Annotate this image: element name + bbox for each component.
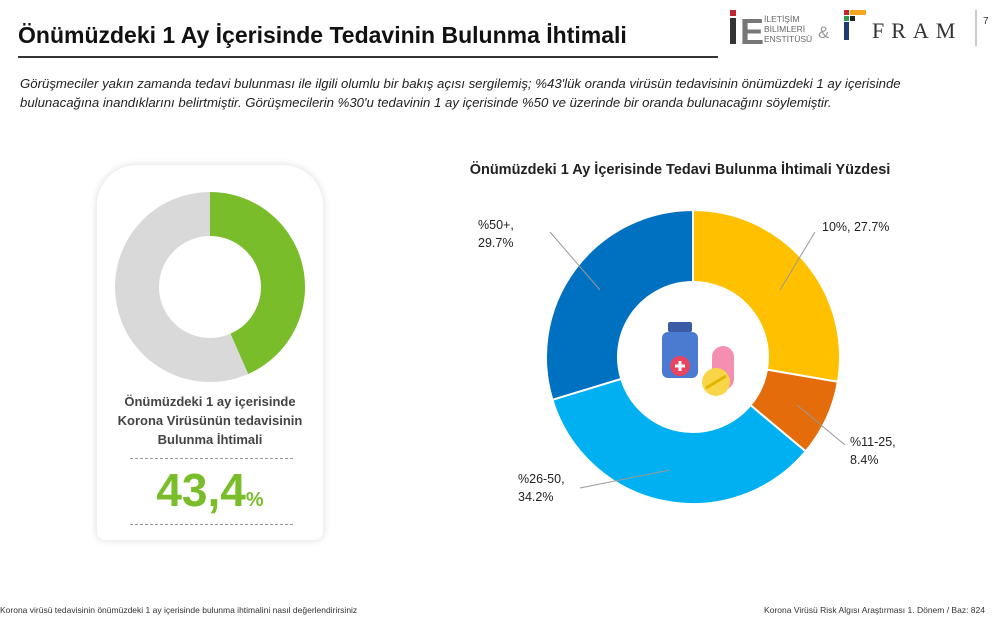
svg-text:E: E — [740, 11, 764, 48]
donut-slice — [551, 377, 808, 505]
divider — [130, 458, 293, 459]
leader-line — [549, 231, 601, 291]
logo: E İLETİŞİM BİLİMLERİ ENSTİTÜSÜ & FRAM 7 — [730, 10, 989, 48]
donut-slice — [545, 208, 694, 402]
page-number: 7 — [983, 16, 989, 27]
page-title: Önümüzdeki 1 Ay İçerisinde Tedavinin Bul… — [18, 22, 627, 48]
svg-text:İLETİŞİM: İLETİŞİM — [764, 14, 799, 24]
kpi-value: 43,4% — [156, 464, 264, 516]
slice-label: %11-25, 8.4% — [850, 435, 896, 467]
divider — [130, 524, 293, 525]
slice-label: %26-50, 34.2% — [518, 472, 565, 504]
footer-question: Korona virüsü tedavisinin önümüzdeki 1 a… — [0, 605, 358, 615]
leader-line — [796, 404, 846, 446]
slice-label: 10%, 27.7% — [822, 220, 890, 234]
svg-text:FRAM: FRAM — [872, 18, 962, 43]
donut-slice — [692, 208, 841, 383]
svg-text:ENSTİTÜSÜ: ENSTİTÜSÜ — [764, 34, 812, 44]
kpi-label: Önümüzdeki 1 ay içerisinde Korona Virüsü… — [117, 394, 303, 447]
leader-line — [579, 469, 671, 489]
leader-line — [779, 231, 816, 291]
description: Görüşmeciler yakın zamanda tedavi bulunm… — [20, 76, 901, 110]
title-underline — [18, 56, 718, 58]
svg-text:BİLİMLERİ: BİLİMLERİ — [764, 24, 805, 34]
chart-title: Önümüzdeki 1 Ay İçerisinde Tedavi Bulunm… — [469, 162, 891, 178]
kpi-donut — [115, 192, 305, 382]
kpi-donut-value — [209, 192, 305, 374]
medicine-icon — [662, 322, 734, 396]
svg-text:&: & — [818, 23, 830, 42]
slice-label: %50+, 29.7% — [478, 218, 514, 250]
footer-source: Korona Virüsü Risk Algısı Araştırması 1.… — [764, 605, 985, 615]
